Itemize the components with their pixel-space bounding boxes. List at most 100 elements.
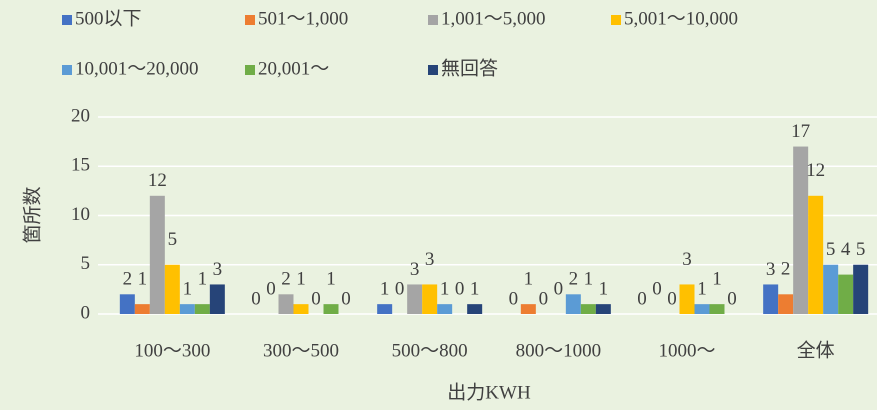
data-label: 1 [440,279,450,300]
data-label: 4 [841,239,851,260]
data-label: 17 [791,121,810,142]
legend-swatch [428,65,438,75]
legend-swatch [62,65,72,75]
data-label: 1 [138,269,148,290]
data-label: 1 [584,269,594,290]
data-label: 0 [395,278,405,299]
legend-label: 5,001～10,000 [624,8,738,29]
data-label: 1 [524,269,534,290]
bar [194,304,210,314]
x-tick-label: 800～1000 [516,340,602,361]
data-label: 5 [856,239,866,260]
data-label: 0 [667,288,677,309]
data-label: 2 [569,269,579,290]
legend-label: 無回答 [441,57,498,79]
bar [709,304,725,314]
data-label: 0 [539,288,549,309]
bar [119,294,135,314]
legend-swatch [62,15,72,25]
data-label: 0 [266,278,276,299]
data-label: 2 [281,269,291,290]
bar [694,304,710,314]
bar [278,294,294,314]
data-label: 1 [599,279,609,300]
y-tick-label: 10 [71,204,90,225]
legend-label: 501～1,000 [258,8,348,29]
data-label: 1 [697,279,707,300]
y-tick-label: 0 [81,302,91,323]
data-label: 2 [123,269,133,290]
legend-label: 500以下 [75,8,142,29]
bar [853,264,869,314]
data-label: 0 [554,278,564,299]
data-label: 1 [712,269,722,290]
bar [565,294,581,314]
data-label: 0 [652,278,662,299]
data-label: 12 [806,160,825,181]
bar [520,304,536,314]
bar [179,304,195,314]
legend-swatch [245,15,255,25]
data-label: 1 [326,269,336,290]
data-label: 1 [183,279,193,300]
bar [763,284,779,314]
data-label: 2 [781,259,791,280]
data-label: 1 [470,279,480,300]
x-tick-label: 1000～ [658,340,715,361]
bar [808,195,824,314]
data-label: 3 [766,259,776,280]
x-axis-label: 出力KWH [447,381,531,403]
bar [164,264,180,314]
bar [838,274,854,314]
y-axis-label: 箇所数 [21,186,43,243]
legend-swatch [245,65,255,75]
data-label: 1 [198,269,208,290]
data-label: 5 [826,239,836,260]
data-label: 0 [509,288,519,309]
bar [437,304,453,314]
x-tick-label: 全体 [797,339,835,361]
legend-label: 20,001～ [258,58,329,79]
bar [823,264,839,314]
bar [407,284,423,314]
data-label: 0 [341,288,351,309]
x-tick-label: 500～800 [392,340,468,361]
data-label: 0 [637,288,647,309]
data-label: 3 [410,259,420,280]
bar [323,304,339,314]
bar [149,195,165,314]
y-tick-label: 5 [81,253,91,274]
bar [580,304,596,314]
bar [134,304,150,314]
bar [595,304,611,314]
data-label: 1 [380,279,390,300]
y-tick-label: 20 [71,105,90,126]
bar [467,304,483,314]
data-label: 3 [213,259,223,280]
data-label: 3 [682,249,692,270]
legend-swatch [611,15,621,25]
data-label: 1 [296,269,306,290]
bar [422,284,438,314]
x-tick-label: 100～300 [134,340,210,361]
data-label: 0 [311,288,321,309]
bar [377,304,393,314]
data-label: 5 [168,229,178,250]
legend-swatch [428,15,438,25]
data-label: 0 [455,278,465,299]
x-tick-label: 300～500 [263,340,339,361]
bar [778,294,794,314]
bar [209,284,225,314]
y-tick-label: 15 [71,155,90,176]
legend-label: 1,001～5,000 [441,8,546,29]
bar [679,284,695,314]
data-label: 12 [148,170,167,191]
data-label: 3 [425,249,435,270]
bar [293,304,309,314]
data-label: 0 [727,288,737,309]
legend-label: 10,001～20,000 [75,58,199,79]
bar [793,146,809,314]
data-label: 0 [251,288,261,309]
